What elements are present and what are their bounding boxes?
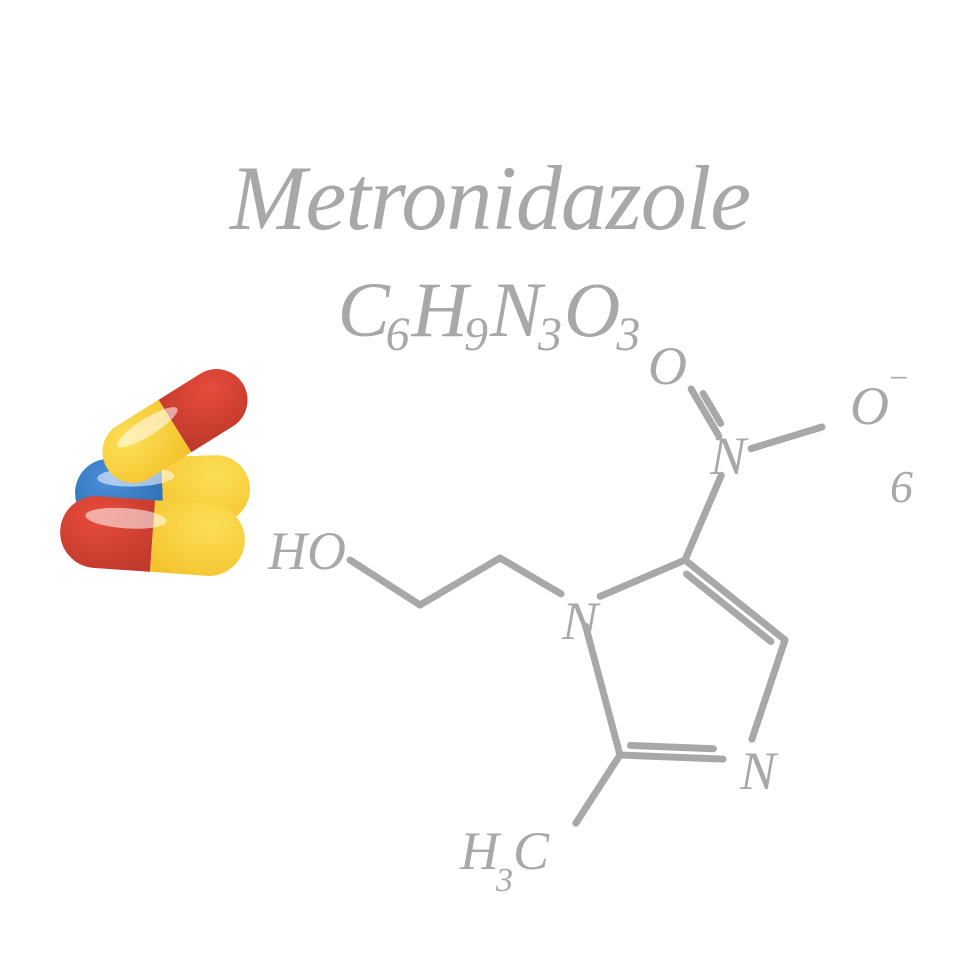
pill-capsule bbox=[58, 494, 248, 579]
label-n-nitro: N bbox=[710, 425, 746, 487]
label-ho: HO bbox=[268, 520, 346, 582]
label-n-ring2: N bbox=[740, 740, 776, 802]
label-six: 6 bbox=[890, 460, 913, 513]
label-n-ring1: N bbox=[562, 590, 598, 652]
diagram-canvas: Metronidazole C6H9N3O3 HO N N N O− O H3C… bbox=[0, 0, 980, 980]
label-h3c: H3C bbox=[460, 820, 549, 890]
label-o-minus: O− bbox=[850, 375, 910, 437]
label-o-double: O bbox=[648, 335, 687, 397]
